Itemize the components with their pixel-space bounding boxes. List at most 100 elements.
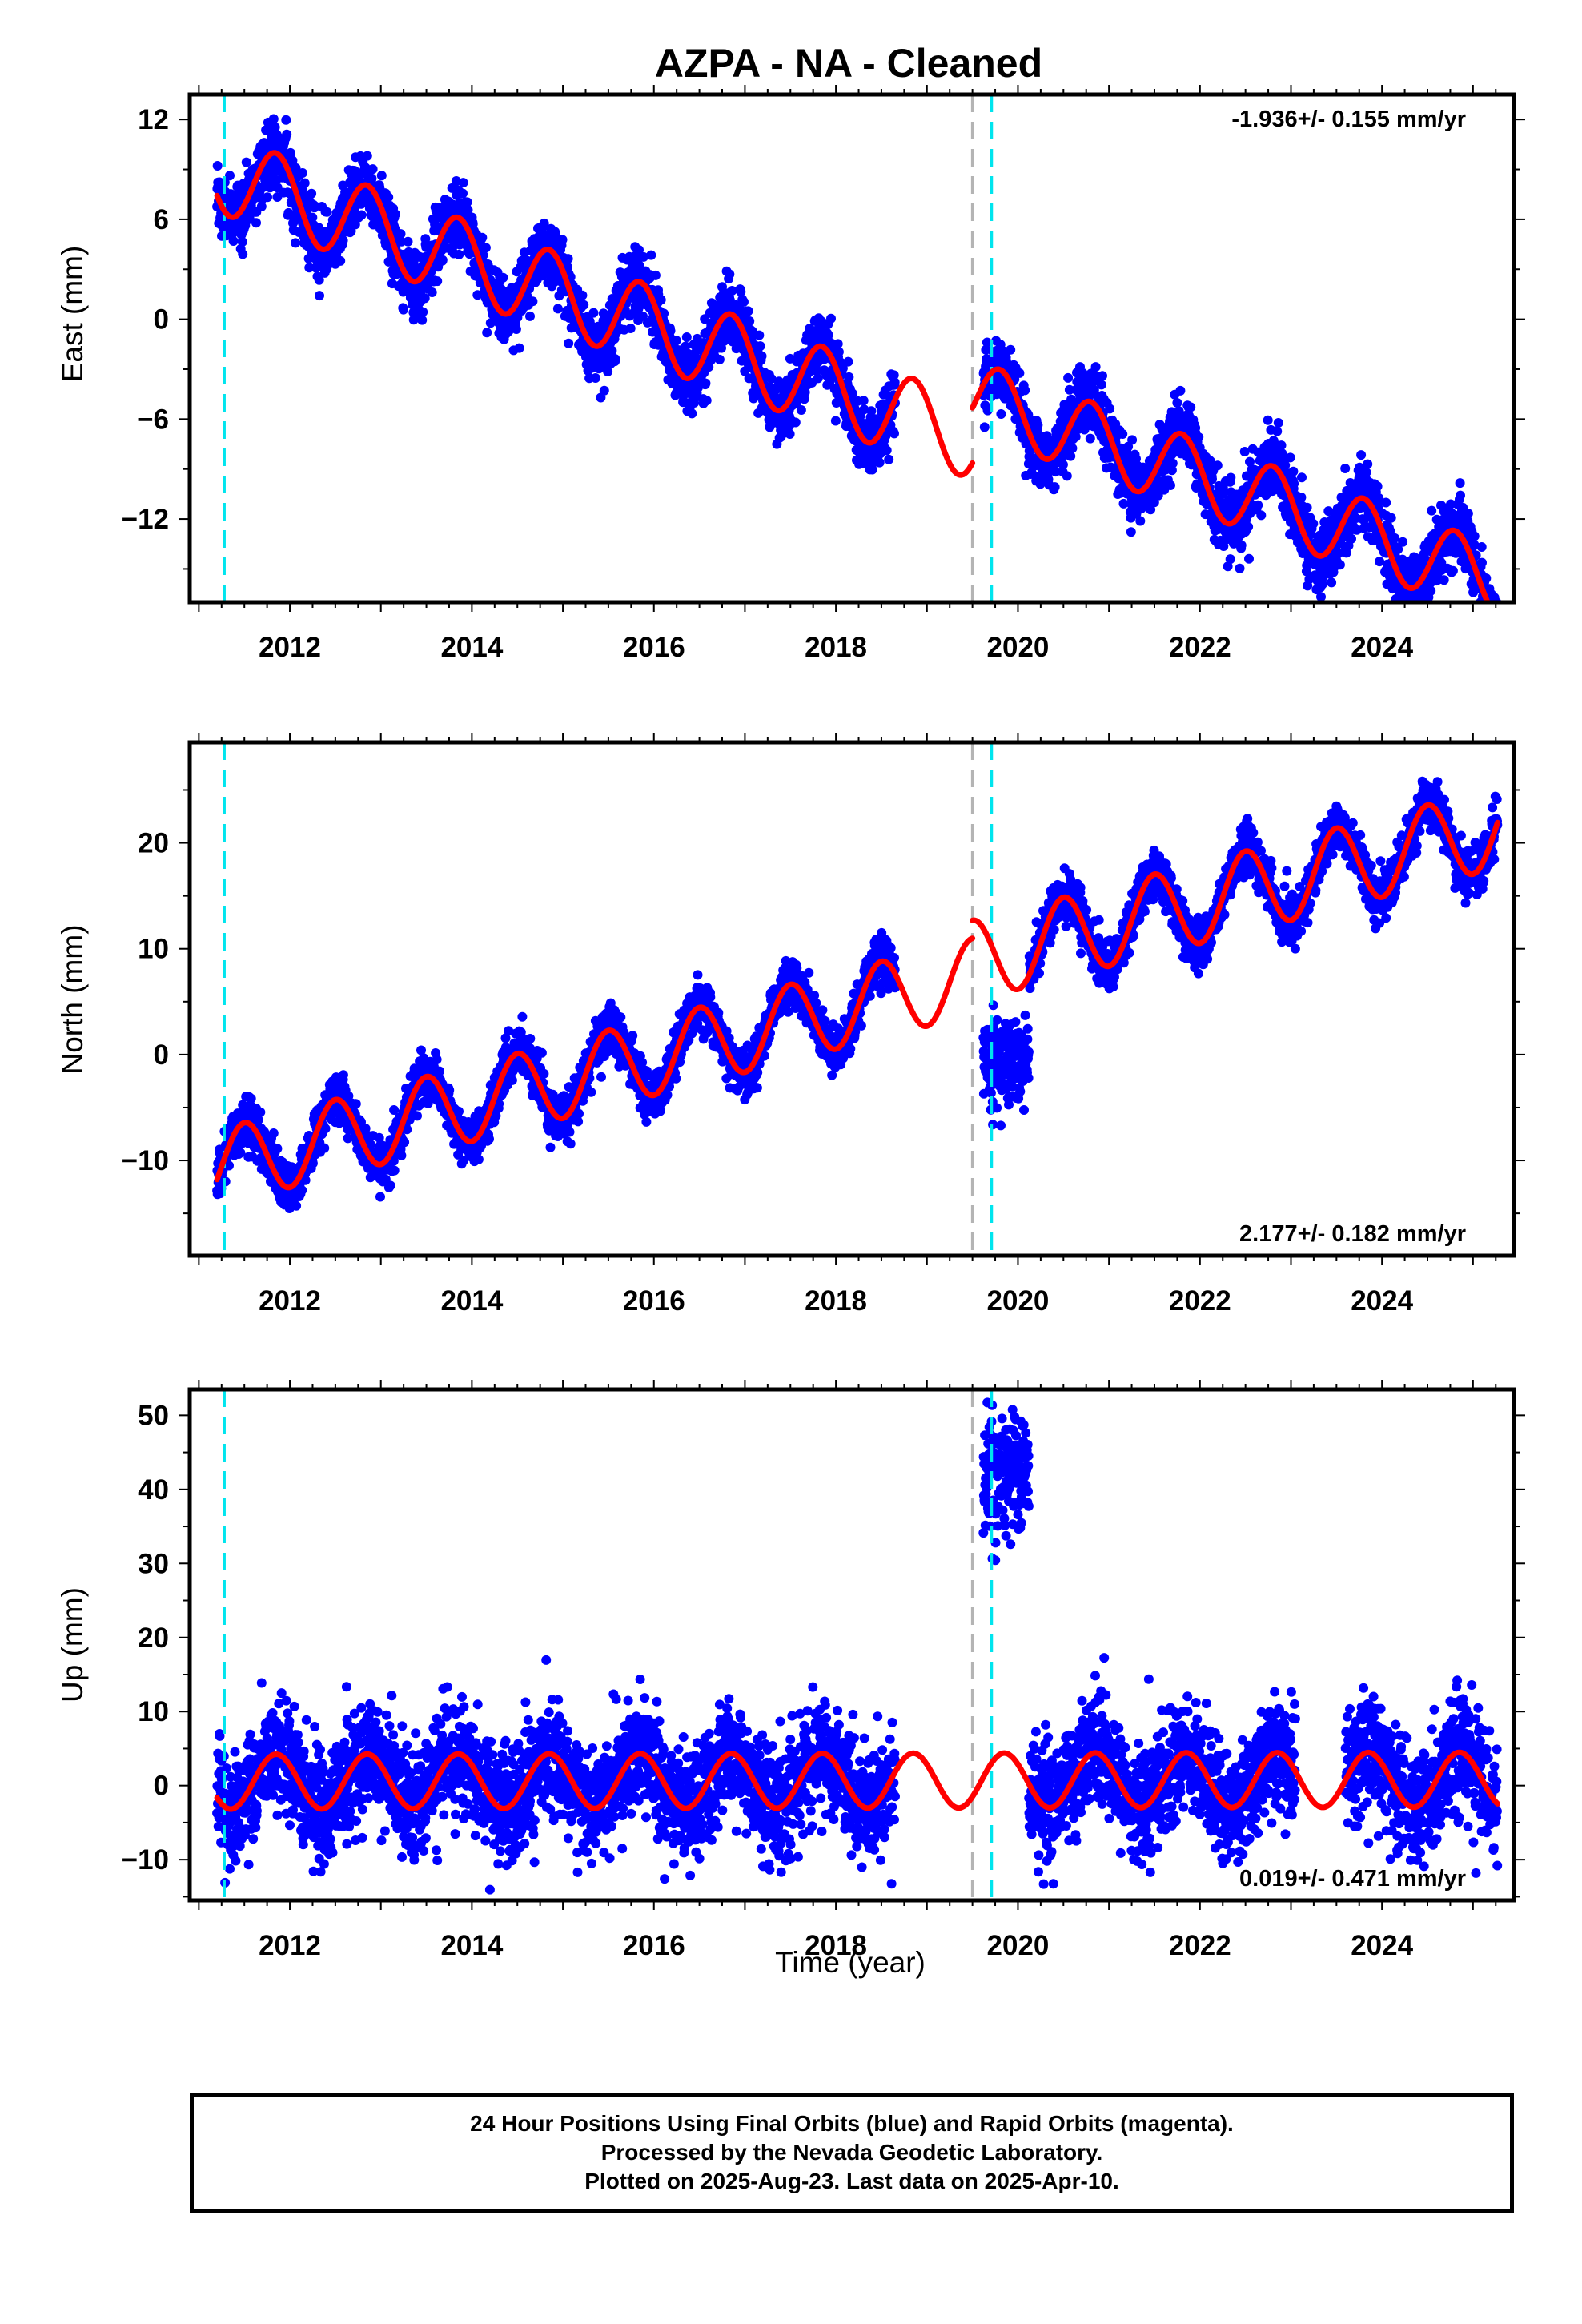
data-point — [251, 218, 261, 228]
data-point — [539, 218, 549, 228]
data-point — [287, 155, 298, 166]
data-point — [874, 457, 885, 468]
data-point — [1235, 563, 1245, 573]
data-point — [1172, 398, 1182, 408]
data-point — [754, 330, 765, 340]
east-x-tick-label: 2016 — [623, 632, 685, 663]
data-point — [270, 122, 280, 132]
data-point — [1062, 471, 1072, 481]
data-point — [1481, 573, 1492, 584]
data-point — [238, 249, 248, 259]
data-point — [577, 290, 588, 300]
data-point — [367, 173, 377, 183]
data-point — [603, 367, 613, 376]
data-point — [1455, 478, 1465, 489]
data-point — [268, 114, 279, 124]
data-point — [1050, 482, 1060, 493]
data-point — [472, 290, 483, 300]
data-point — [514, 343, 524, 353]
data-point — [1253, 500, 1263, 510]
data-point — [725, 269, 735, 279]
data-point — [884, 454, 894, 464]
east-x-tick-label: 2018 — [805, 632, 867, 663]
data-point — [511, 324, 521, 334]
data-point — [1135, 516, 1146, 526]
data-point — [714, 354, 725, 364]
north-y-axis-title: North (mm) — [56, 924, 89, 1074]
data-point — [826, 313, 836, 324]
data-point — [889, 377, 900, 388]
data-point — [1166, 480, 1175, 490]
data-point — [432, 276, 443, 287]
data-point — [1439, 575, 1449, 585]
data-point — [823, 330, 833, 340]
data-point — [458, 188, 468, 199]
data-point — [1476, 542, 1487, 552]
data-point — [1118, 429, 1128, 439]
data-point — [745, 316, 755, 326]
data-point — [1426, 585, 1436, 596]
data-point — [634, 260, 644, 271]
data-point — [1127, 435, 1138, 445]
data-point — [610, 354, 620, 364]
data-point — [1398, 537, 1408, 547]
data-point — [1033, 420, 1043, 430]
data-point — [646, 250, 656, 260]
data-point — [335, 255, 346, 266]
data-point — [785, 429, 795, 439]
data-point — [881, 445, 892, 456]
data-point — [1288, 466, 1299, 476]
data-point — [1212, 460, 1223, 471]
data-point — [843, 356, 853, 367]
data-point — [1098, 371, 1107, 381]
data-point — [579, 300, 589, 310]
data-point — [1067, 443, 1078, 453]
data-point — [212, 161, 223, 171]
data-point — [418, 307, 428, 317]
east-x-tick-label: 2024 — [1351, 632, 1413, 663]
east-y-tick-label: 12 — [138, 104, 169, 135]
data-point — [564, 338, 574, 348]
data-point — [462, 197, 472, 207]
data-point — [263, 192, 272, 203]
data-point — [480, 243, 491, 253]
data-point — [299, 178, 310, 188]
data-point — [314, 275, 324, 285]
data-point — [634, 245, 644, 255]
data-point — [590, 373, 600, 383]
data-point — [1363, 459, 1373, 469]
data-point — [315, 291, 324, 301]
data-point — [1289, 478, 1299, 489]
data-point — [650, 270, 661, 280]
data-point — [458, 178, 468, 188]
east-y-tick-label: 0 — [154, 304, 169, 336]
east-velocity-label: -1.936+/- 0.155 mm/yr — [1231, 107, 1466, 132]
data-point — [790, 417, 801, 428]
data-point — [1066, 451, 1076, 461]
data-point — [1194, 432, 1204, 442]
data-point — [1477, 557, 1487, 568]
data-point — [1126, 527, 1136, 537]
data-point — [1273, 418, 1283, 428]
data-point — [757, 351, 767, 361]
east-y-tick-label: 6 — [154, 204, 169, 235]
data-point — [528, 296, 538, 307]
data-point — [1020, 385, 1030, 396]
east-x-tick-label: 2022 — [1169, 632, 1231, 663]
data-point — [228, 236, 239, 246]
east-x-tick-label: 2012 — [259, 632, 321, 663]
data-point — [739, 296, 749, 307]
data-point — [1276, 440, 1287, 451]
east-x-tick-label: 2014 — [440, 632, 503, 663]
data-point — [376, 171, 387, 181]
data-point — [1225, 554, 1235, 565]
data-point — [463, 205, 473, 215]
data-point — [1256, 510, 1267, 521]
data-point — [1272, 426, 1283, 436]
data-point — [225, 171, 235, 181]
data-point — [427, 287, 437, 297]
data-point — [390, 209, 400, 219]
data-point — [307, 212, 318, 223]
data-point — [396, 229, 406, 239]
east-panel: East (mm) 2012 2014 2016 2018 2020 2022 202412… — [56, 85, 1525, 663]
